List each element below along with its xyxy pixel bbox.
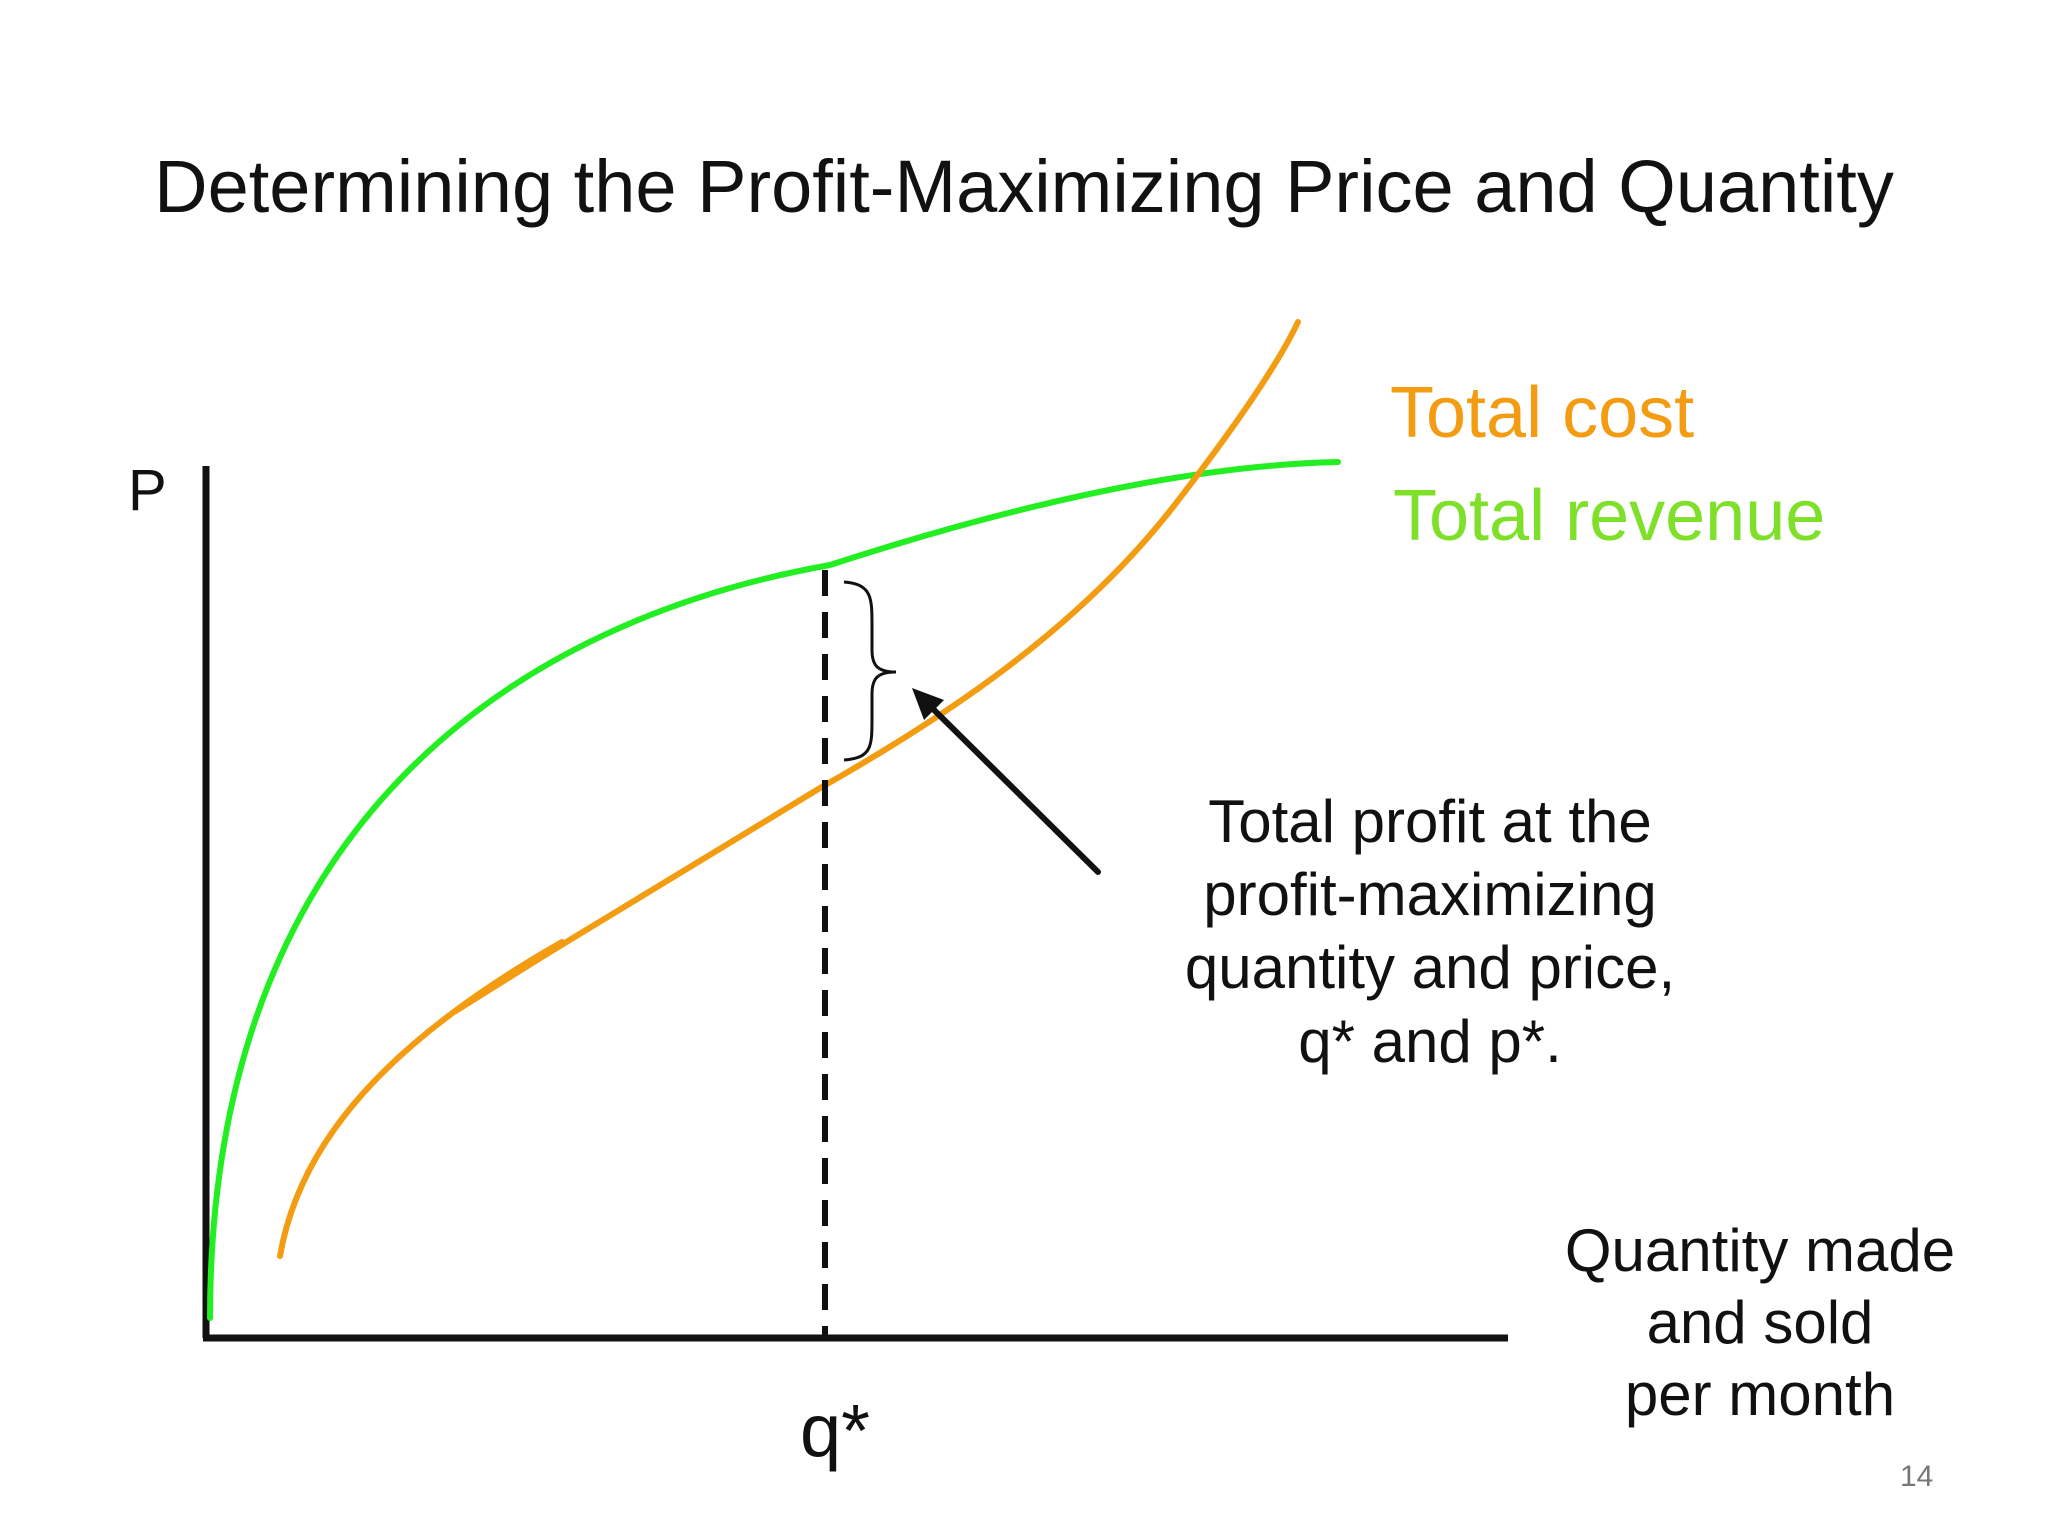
annotation-line: q* and p*.: [1298, 1007, 1562, 1075]
q-star-label: q*: [800, 1389, 870, 1472]
annotation-arrow-head: [912, 688, 944, 720]
legend-total-cost: Total cost: [1390, 373, 1695, 453]
annotation-line: quantity and price,: [1184, 934, 1676, 1002]
annotation-line: profit-maximizing: [1203, 861, 1657, 929]
y-axis-label: P: [128, 458, 167, 523]
x-axis-label-line: Quantity made: [1564, 1217, 1956, 1284]
profit-brace: [843, 580, 897, 762]
annotation-arrow-line: [921, 697, 1101, 875]
x-axis-label: Quantity made and sold per month: [1510, 1215, 2010, 1431]
page-number: 14: [1900, 1460, 1934, 1493]
total-cost-curve-upper: [537, 319, 1301, 961]
annotation-line: Total profit at the: [1208, 788, 1652, 855]
x-axis-label-line: per month: [1624, 1361, 1896, 1428]
profit-annotation: Total profit at the profit-maximizing qu…: [1140, 785, 1720, 1078]
total-revenue-curve: [207, 459, 1341, 1321]
legend-total-revenue: Total revenue: [1393, 476, 1826, 556]
total-cost-curve-lower: [277, 939, 565, 1259]
slide-title: Determining the Profit-Maximizing Price …: [154, 145, 1894, 228]
x-axis-label-line: and sold: [1646, 1289, 1874, 1356]
